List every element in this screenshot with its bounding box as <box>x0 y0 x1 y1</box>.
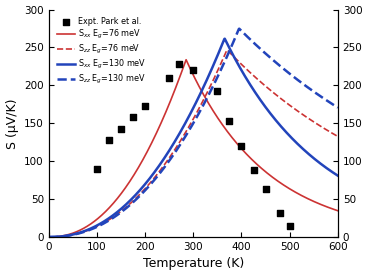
S$_{zz}$ E$_g$=130 meV <box>47 235 52 239</box>
Expt. Park et al. <box>238 144 244 148</box>
Line: S$_{xx}$ E$_g$=130 meV: S$_{xx}$ E$_g$=130 meV <box>49 39 338 237</box>
S$_{zz}$ E$_g$=76 meV <box>215 71 219 74</box>
S$_{zz}$ E$_g$=76 meV <box>65 234 69 237</box>
S$_{zz}$ E$_g$=130 meV <box>231 41 235 44</box>
S$_{zz}$ E$_g$=76 meV <box>225 48 229 52</box>
S$_{xx}$ E$_g$=130 meV <box>47 235 52 239</box>
S$_{xx}$ E$_g$=76 meV <box>296 192 300 195</box>
Expt. Park et al. <box>251 168 256 172</box>
Legend: Expt. Park et al., S$_{xx}$ E$_g$=76 meV, S$_{zz}$ E$_g$=76 meV, S$_{xx}$ E$_g$=: Expt. Park et al., S$_{xx}$ E$_g$=76 meV… <box>56 16 148 87</box>
Y-axis label: S (μV/K): S (μV/K) <box>6 98 18 148</box>
Expt. Park et al. <box>176 62 182 66</box>
S$_{zz}$ E$_g$=76 meV <box>222 54 227 57</box>
Expt. Park et al. <box>130 115 136 120</box>
S$_{xx}$ E$_g$=76 meV <box>47 235 52 239</box>
S$_{xx}$ E$_g$=130 meV <box>231 54 236 57</box>
S$_{xx}$ E$_g$=130 meV <box>296 143 300 146</box>
S$_{xx}$ E$_g$=76 meV <box>184 58 188 61</box>
S$_{xx}$ E$_g$=130 meV <box>215 55 219 59</box>
S$_{zz}$ E$_g$=76 meV <box>336 135 340 138</box>
S$_{zz}$ E$_g$=76 meV <box>296 110 300 113</box>
S$_{zz}$ E$_g$=76 meV <box>231 55 236 58</box>
Expt. Park et al. <box>166 76 172 80</box>
S$_{zz}$ E$_g$=76 meV <box>266 87 271 90</box>
Expt. Park et al. <box>190 68 196 72</box>
Expt. Park et al. <box>287 224 293 228</box>
Expt. Park et al. <box>215 89 220 93</box>
S$_{xx}$ E$_g$=130 meV <box>222 37 227 41</box>
Line: S$_{zz}$ E$_g$=76 meV: S$_{zz}$ E$_g$=76 meV <box>49 50 338 237</box>
S$_{xx}$ E$_g$=130 meV <box>65 234 69 237</box>
S$_{xx}$ E$_g$=130 meV <box>266 109 271 113</box>
Expt. Park et al. <box>94 167 100 171</box>
S$_{zz}$ E$_g$=130 meV <box>215 77 219 80</box>
Expt. Park et al. <box>277 211 283 215</box>
S$_{zz}$ E$_g$=130 meV <box>296 79 300 82</box>
Line: S$_{xx}$ E$_g$=76 meV: S$_{xx}$ E$_g$=76 meV <box>49 60 338 237</box>
Expt. Park et al. <box>263 187 269 192</box>
S$_{zz}$ E$_g$=130 meV <box>222 60 227 64</box>
Expt. Park et al. <box>142 104 148 108</box>
S$_{xx}$ E$_g$=76 meV <box>65 233 69 237</box>
S$_{xx}$ E$_g$=76 meV <box>223 126 227 130</box>
S$_{zz}$ E$_g$=130 meV <box>237 27 241 30</box>
S$_{zz}$ E$_g$=130 meV <box>266 54 271 58</box>
X-axis label: Temperature (K): Temperature (K) <box>143 258 244 270</box>
Expt. Park et al. <box>106 138 112 142</box>
S$_{zz}$ E$_g$=130 meV <box>336 106 340 109</box>
S$_{xx}$ E$_g$=130 meV <box>223 37 227 40</box>
S$_{zz}$ E$_g$=130 meV <box>65 234 69 237</box>
Expt. Park et al. <box>118 126 124 131</box>
S$_{xx}$ E$_g$=76 meV <box>336 209 340 213</box>
S$_{xx}$ E$_g$=76 meV <box>231 138 236 141</box>
S$_{xx}$ E$_g$=76 meV <box>266 172 271 176</box>
Expt. Park et al. <box>226 119 232 123</box>
S$_{xx}$ E$_g$=76 meV <box>215 115 219 119</box>
S$_{zz}$ E$_g$=76 meV <box>47 235 52 239</box>
S$_{xx}$ E$_g$=130 meV <box>336 174 340 177</box>
Line: S$_{zz}$ E$_g$=130 meV: S$_{zz}$ E$_g$=130 meV <box>49 29 338 237</box>
